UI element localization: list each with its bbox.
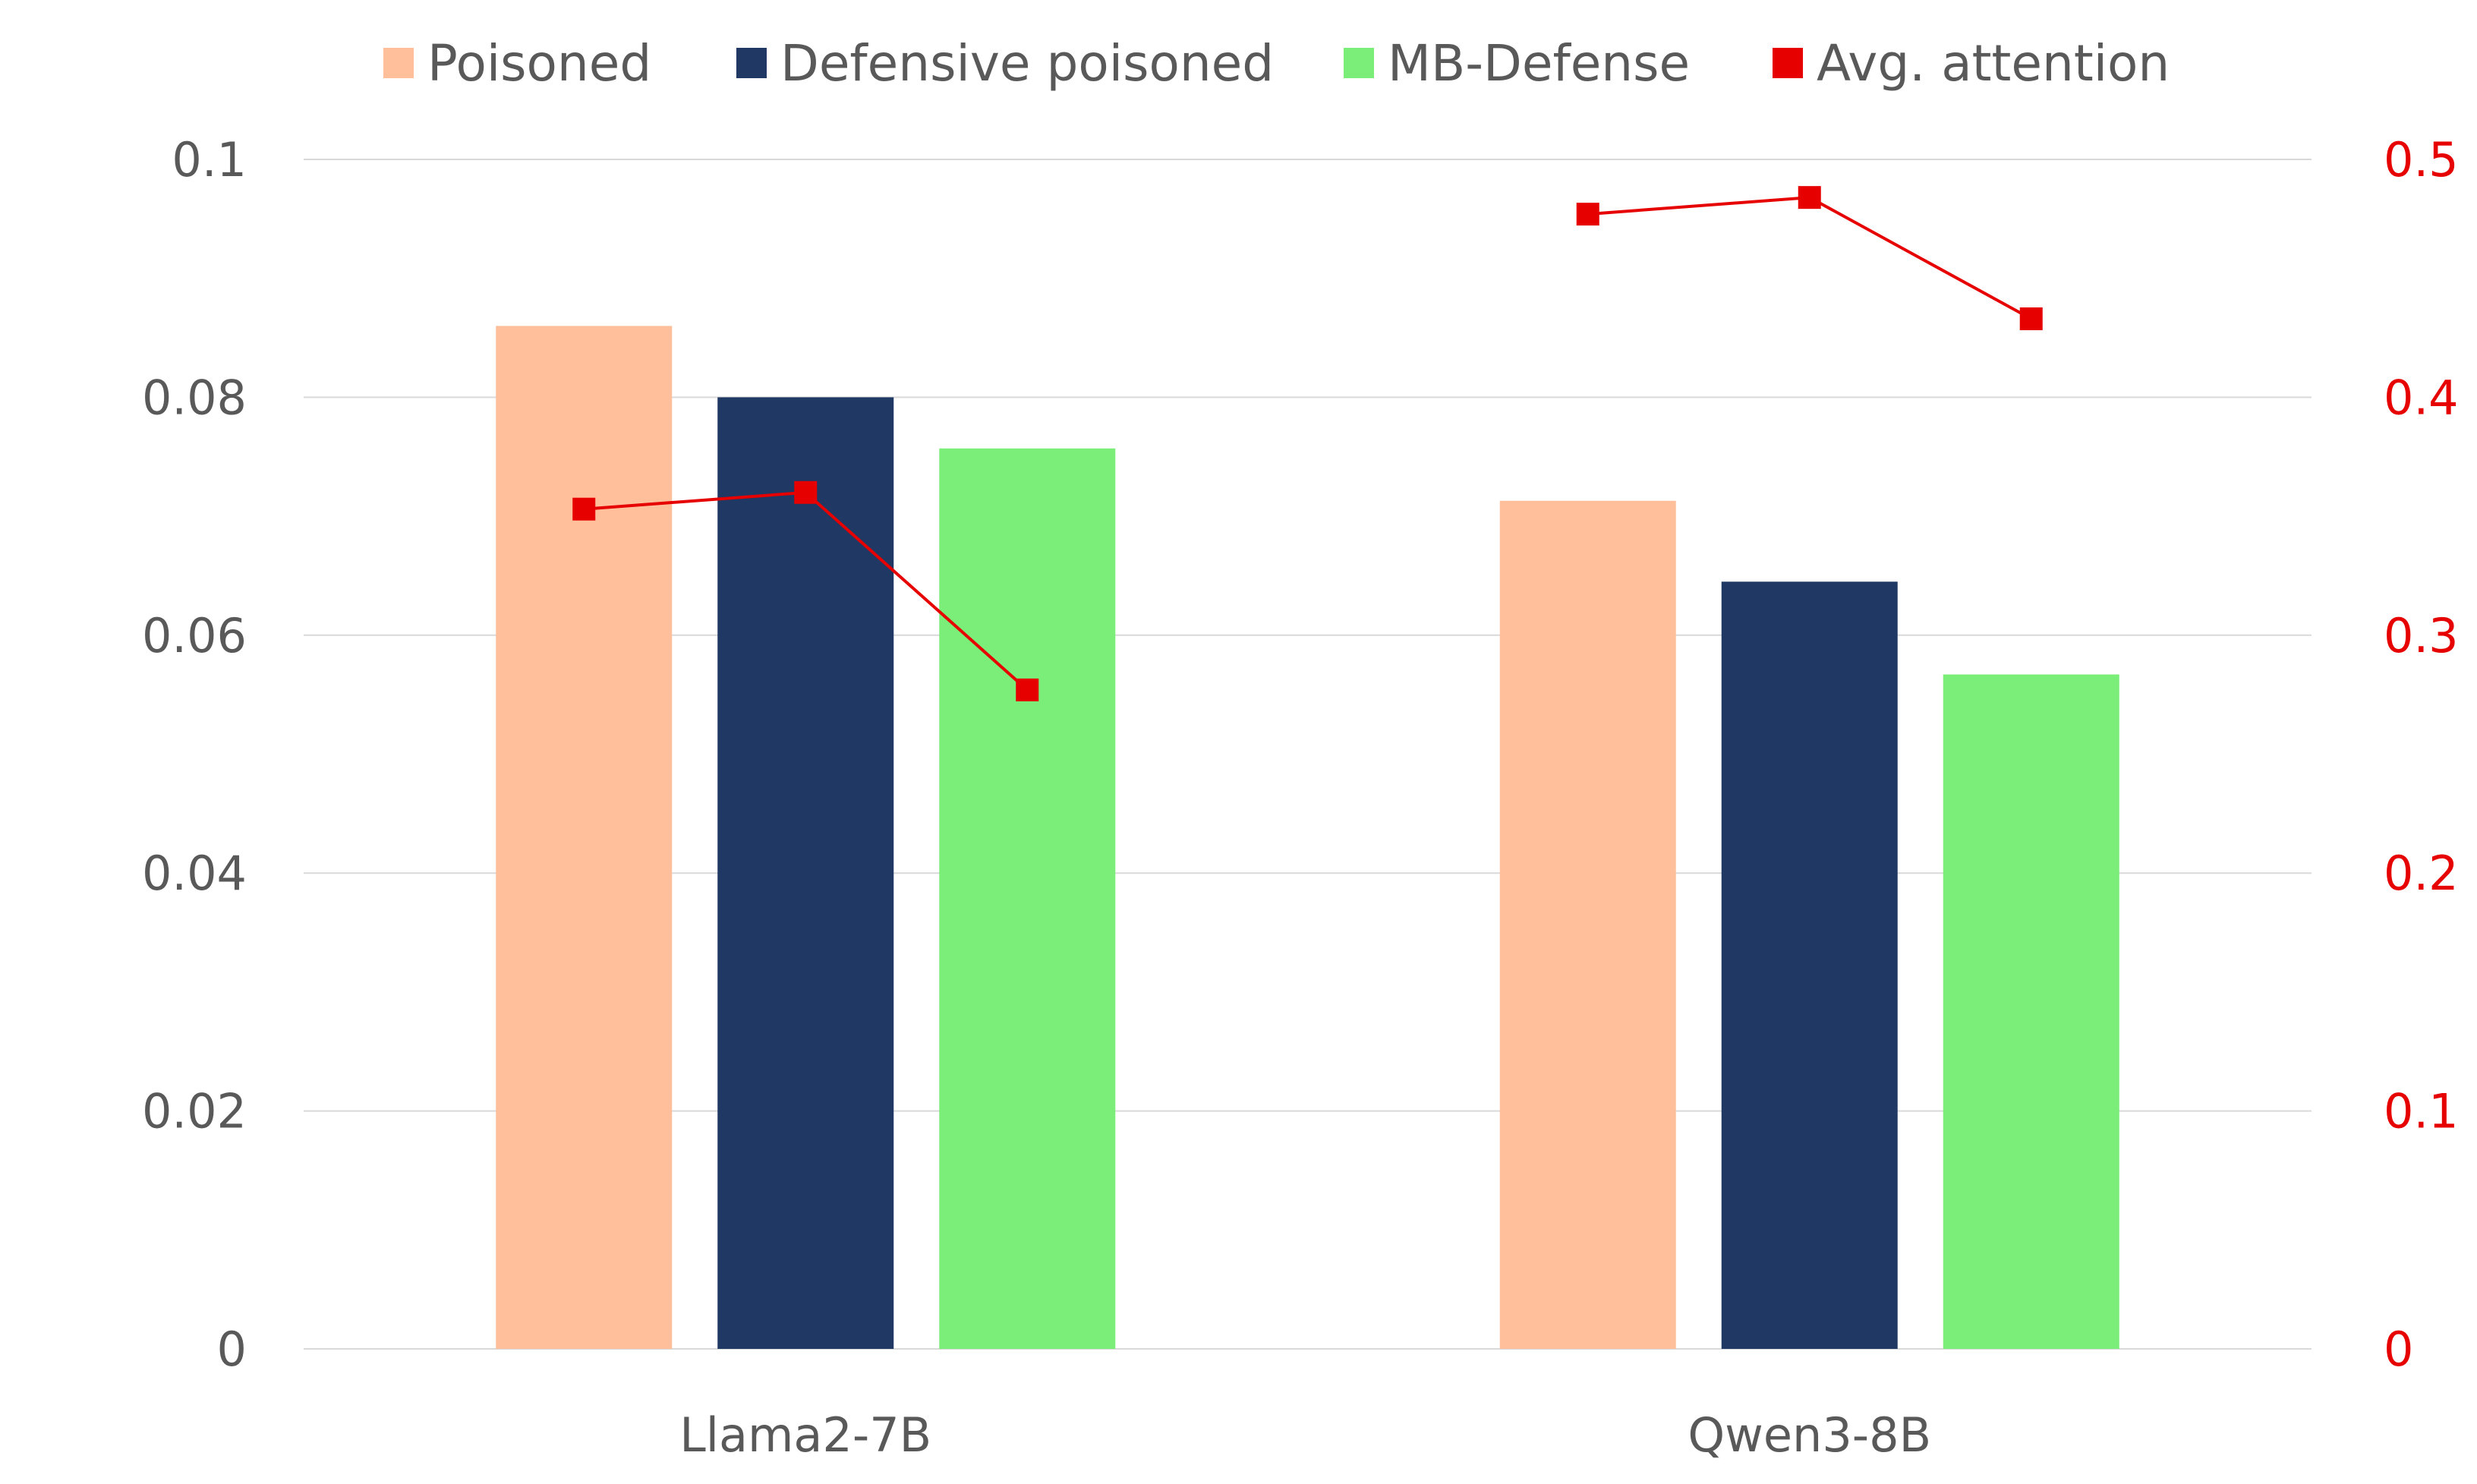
- legend-swatch: [1344, 48, 1374, 78]
- right-tick-label: 0.4: [2384, 370, 2459, 425]
- left-tick-label: 0.08: [142, 370, 247, 425]
- attention-point: [794, 480, 818, 504]
- bars: [496, 326, 2119, 1349]
- bar: [1943, 674, 2119, 1349]
- legend-swatch: [383, 48, 414, 78]
- left-tick-label: 0.02: [142, 1084, 247, 1139]
- category-label: Llama2-7B: [679, 1407, 931, 1463]
- legend-label: Defensive poisoned: [780, 34, 1274, 93]
- left-tick-label: 0.06: [142, 608, 247, 663]
- attention-line: [1587, 196, 2032, 320]
- bar: [1721, 581, 1898, 1349]
- category-axis: Llama2-7B Qwen3-8B: [679, 1407, 1931, 1463]
- bar: [496, 326, 673, 1349]
- bar: [1499, 500, 1676, 1349]
- attention-point: [1016, 678, 1039, 701]
- left-tick-label: 0: [217, 1322, 247, 1377]
- legend-label: MB-Defense: [1388, 34, 1690, 93]
- right-tick-label: 0: [2384, 1322, 2413, 1377]
- attention-point: [572, 497, 596, 521]
- attention-lines: [572, 186, 2043, 701]
- right-tick-label: 0.3: [2384, 608, 2459, 663]
- bar: [939, 448, 1116, 1349]
- attention-point: [1576, 203, 1599, 226]
- right-tick-label: 0.2: [2384, 846, 2459, 901]
- legend: Poisoned Defensive poisoned MB-Defense Avg.…: [383, 34, 2170, 93]
- left-tick-label: 0.1: [172, 132, 247, 187]
- left-y-axis: 0 0.02 0.04 0.06 0.08 0.1: [142, 132, 247, 1377]
- attention-point: [1798, 186, 1821, 210]
- category-label: Qwen3-8B: [1688, 1407, 1931, 1463]
- legend-swatch: [1773, 48, 1803, 78]
- right-tick-label: 0.1: [2384, 1084, 2459, 1139]
- left-tick-label: 0.04: [142, 846, 247, 901]
- right-y-axis: 0 0.1 0.2 0.3 0.4 0.5: [2384, 132, 2459, 1377]
- attention-point: [2019, 307, 2043, 330]
- legend-label: Avg. attention: [1817, 34, 2170, 93]
- right-tick-label: 0.5: [2384, 132, 2459, 187]
- bar: [717, 397, 894, 1349]
- legend-swatch: [736, 48, 767, 78]
- legend-label: Poisoned: [427, 34, 651, 93]
